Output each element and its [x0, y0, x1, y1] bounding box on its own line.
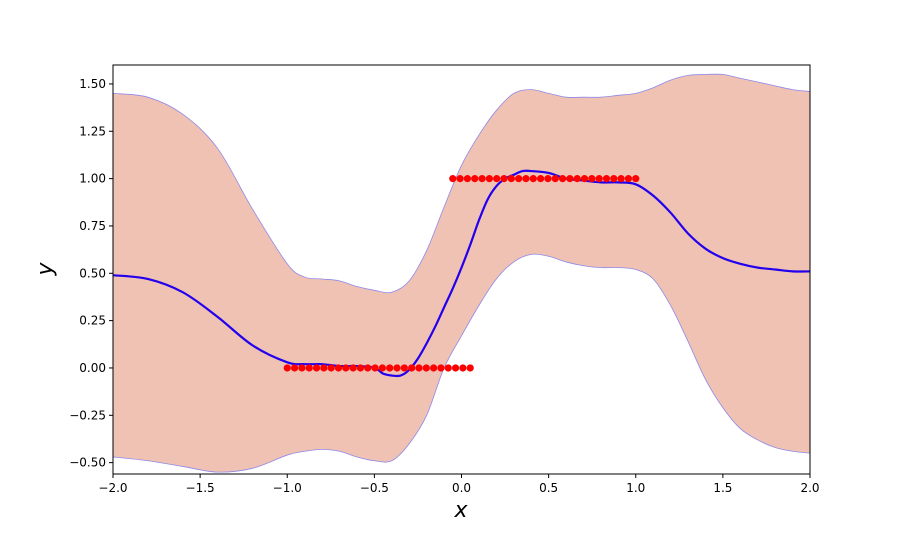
observation-point	[437, 364, 445, 372]
observation-point	[386, 364, 394, 372]
x-tick-label: −1.5	[186, 481, 215, 495]
confidence-band	[113, 73, 810, 473]
observation-point	[320, 364, 328, 372]
x-tick-label: −1.0	[273, 481, 302, 495]
observation-point	[466, 364, 474, 372]
x-tick-label: −2.0	[98, 481, 127, 495]
observation-point	[580, 175, 589, 183]
x-tick-label: 2.0	[800, 481, 819, 495]
observation-point	[327, 364, 335, 372]
observation-point	[305, 364, 313, 372]
observation-point	[632, 175, 640, 183]
observation-point	[493, 175, 501, 183]
observation-point	[422, 364, 430, 372]
observation-point	[522, 175, 530, 183]
observation-point	[342, 364, 350, 372]
observation-point	[400, 364, 408, 372]
y-tick-label: −0.50	[69, 456, 106, 470]
observation-point	[617, 175, 625, 183]
observation-point	[298, 364, 306, 372]
observation-point	[449, 175, 457, 183]
observation-point	[371, 364, 379, 372]
y-tick-label: −0.25	[69, 408, 106, 422]
observation-point	[566, 175, 574, 183]
observation-point	[456, 175, 464, 183]
x-tick-label: 0.0	[452, 481, 471, 495]
y-axis-title: y	[33, 262, 58, 277]
y-tick-label: 1.50	[79, 77, 106, 91]
observation-point	[364, 364, 372, 372]
x-tick-label: 0.5	[539, 481, 558, 495]
y-axis: −0.50 −0.25 0.00 0.25 0.50 0.75 1.00 1.25 1.50	[69, 77, 113, 470]
observation-point	[515, 175, 523, 183]
observation-point	[507, 175, 515, 183]
observation-point	[500, 175, 508, 183]
observation-point	[558, 175, 567, 183]
observation-point	[451, 364, 460, 372]
observation-point	[430, 364, 438, 372]
observation-point	[334, 364, 343, 372]
observation-point	[624, 175, 633, 183]
observation-point	[478, 175, 486, 183]
observation-point	[529, 175, 537, 183]
observation-point	[408, 364, 416, 372]
observation-point	[415, 364, 423, 372]
observation-point	[283, 364, 291, 372]
observation-point	[290, 364, 299, 372]
x-tick-label: 1.0	[626, 481, 645, 495]
x-axis: −2.0 −1.5 −1.0 −0.5 0.0 0.5 1.0 1.5 2.0	[98, 474, 820, 495]
y-tick-label: 0.00	[79, 361, 106, 375]
x-axis-title: x	[453, 498, 468, 523]
x-tick-label: −0.5	[360, 481, 389, 495]
y-tick-label: 0.25	[79, 314, 106, 328]
observation-point	[551, 175, 559, 183]
observation-point	[471, 175, 479, 183]
observation-point	[378, 364, 386, 372]
observation-point	[312, 364, 321, 372]
observation-point	[573, 175, 581, 183]
observation-point	[393, 364, 401, 372]
observation-point	[463, 175, 472, 183]
observation-point	[588, 175, 596, 183]
observation-point	[485, 175, 493, 183]
observation-point	[537, 175, 545, 183]
observation-point	[459, 364, 467, 372]
observation-point	[610, 175, 618, 183]
y-tick-label: 1.25	[79, 124, 106, 138]
observation-point	[356, 364, 365, 372]
mean-line	[113, 169, 810, 378]
y-tick-label: 1.00	[79, 172, 106, 186]
observation-point	[444, 364, 452, 372]
y-tick-label: 0.50	[79, 266, 106, 280]
observation-point	[349, 364, 357, 372]
y-tick-label: 0.75	[79, 219, 106, 233]
observation-point	[544, 175, 552, 183]
plot-area	[113, 73, 810, 473]
observation-point	[602, 175, 611, 183]
x-tick-label: 1.5	[713, 481, 732, 495]
plot-layers	[113, 73, 810, 473]
observation-point	[595, 175, 603, 183]
